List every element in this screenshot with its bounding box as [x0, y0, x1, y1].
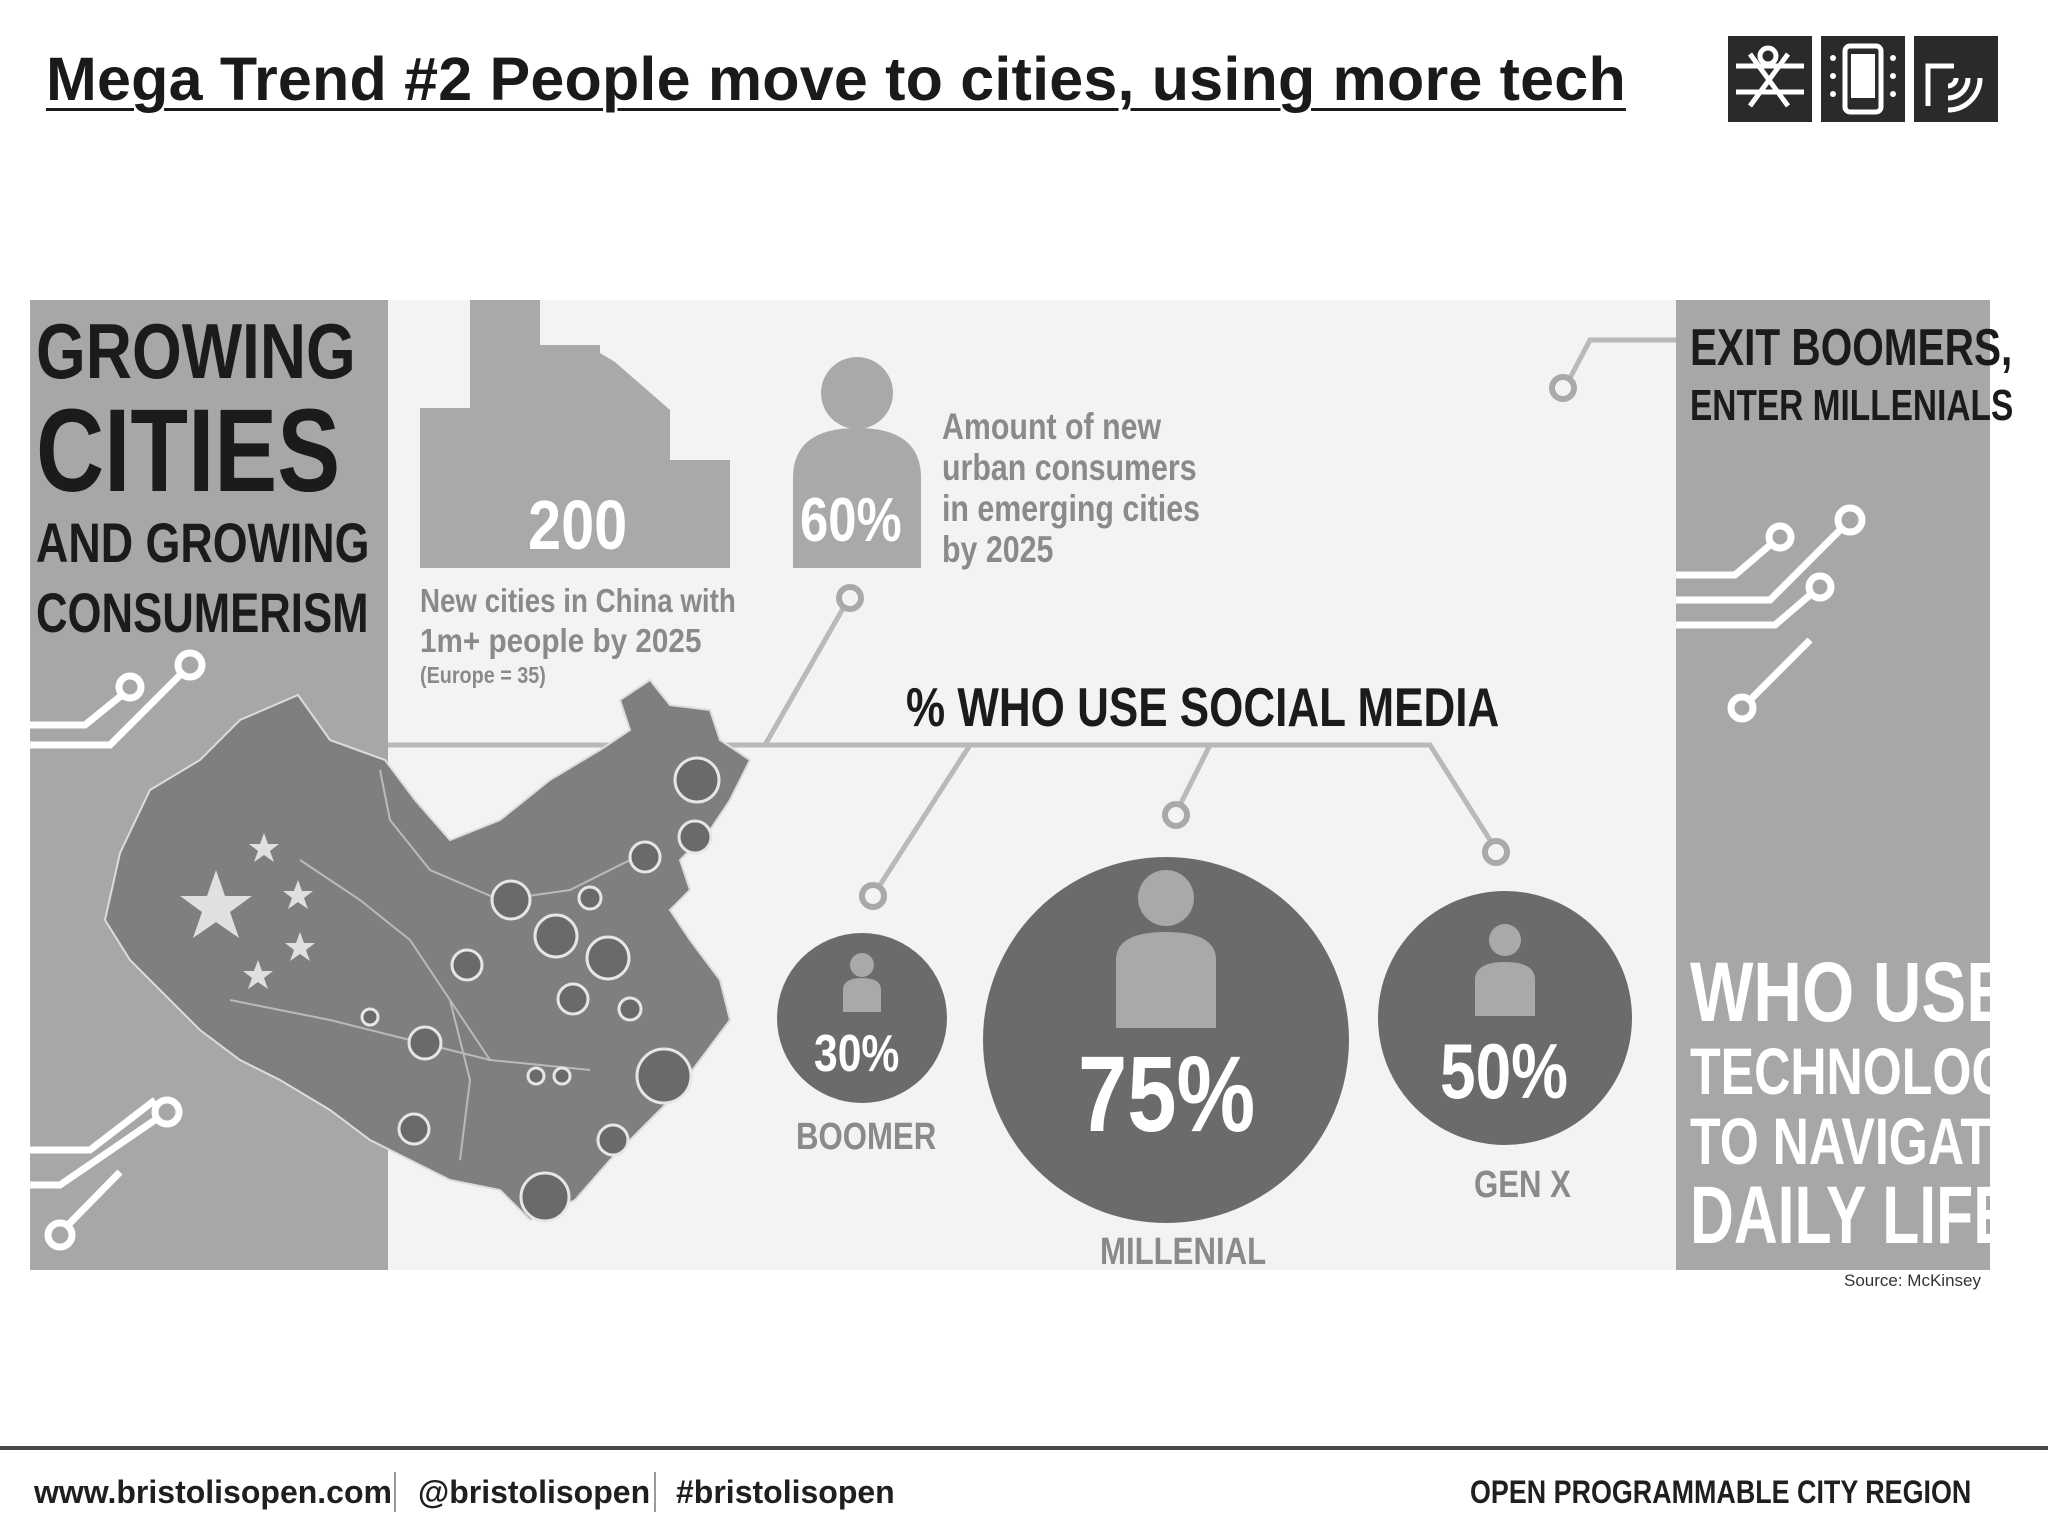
slide-title: Mega Trend #2 People move to cities, usi… [46, 45, 1626, 113]
signal-icon [1914, 36, 1998, 122]
new-cities-line2: 1m+ people by 2025 [420, 622, 702, 659]
cities-heading: CITIES [36, 385, 341, 517]
infographic-art [30, 300, 1866, 1251]
who-use-text: WHO USE [1690, 945, 2012, 1039]
technology-text: TECHNOLOGY [1690, 1034, 2044, 1108]
millenial-label: MILLENIAL [1100, 1231, 1267, 1273]
boomer-label: BOOMER [796, 1116, 937, 1158]
flag-stars-icon [180, 833, 315, 989]
footer-website[interactable]: www.bristolisopen.com [34, 1474, 392, 1510]
right-panel [1676, 300, 1990, 1270]
footer-tagline: OPEN PROGRAMMABLE CITY REGION [1470, 1474, 1972, 1510]
consumerism-heading: CONSUMERISM [36, 581, 369, 644]
bristol-is-open-logo [1728, 36, 1998, 122]
city-dots [360, 756, 721, 1223]
footer-separator [394, 1472, 396, 1512]
growing-heading: GROWING [36, 307, 356, 395]
footer-twitter[interactable]: @bristolisopen [418, 1474, 651, 1510]
footer-divider [0, 1446, 2048, 1450]
smartphone-icon [1821, 36, 1905, 122]
footer-hashtag[interactable]: #bristolisopen [676, 1474, 895, 1510]
left-circuit-icon [30, 649, 206, 1251]
china-map-icon [103, 678, 752, 1222]
skyline-icon [420, 300, 730, 568]
footer-separator [654, 1472, 656, 1512]
consumers-line4: by 2025 [942, 529, 1054, 570]
connector-lines [388, 337, 1676, 910]
social-media-heading: % WHO USE SOCIAL MEDIA [906, 676, 1500, 738]
city-map-icon [1728, 36, 1812, 122]
boomer-value: 30% [814, 1025, 900, 1083]
millenial-circle [983, 857, 1349, 1223]
new-cities-line1: New cities in China with [420, 582, 736, 619]
boomer-circle [777, 933, 947, 1103]
new-cities-note: (Europe = 35) [420, 662, 546, 688]
genx-label: GEN X [1474, 1164, 1571, 1206]
genx-circle [1378, 891, 1632, 1145]
daily-life-text: DAILY LIFE [1690, 1170, 2014, 1261]
to-navigate-text: TO NAVIGATE [1690, 1104, 2025, 1178]
consumers-line2: urban consumers [942, 447, 1197, 488]
genx-value: 50% [1440, 1027, 1569, 1115]
consumers-line3: in emerging cities [942, 488, 1200, 529]
exit-boomers-text: EXIT BOOMERS, [1690, 319, 2013, 377]
right-circuit-icon [1676, 504, 1866, 723]
enter-millenials-text: ENTER MILLENIALS [1690, 381, 2014, 430]
infographic: GROWING CITIES AND GROWING CONSUMERISM 2… [30, 300, 2044, 1290]
new-cities-value: 200 [528, 486, 628, 564]
consumers-line1: Amount of new [942, 406, 1162, 447]
and-growing-heading: AND GROWING [36, 511, 370, 574]
source-note: Source: McKinsey [1844, 1271, 1981, 1290]
consumer-person-icon [793, 357, 921, 568]
millenial-value: 75% [1078, 1033, 1256, 1154]
consumers-value: 60% [800, 486, 902, 555]
